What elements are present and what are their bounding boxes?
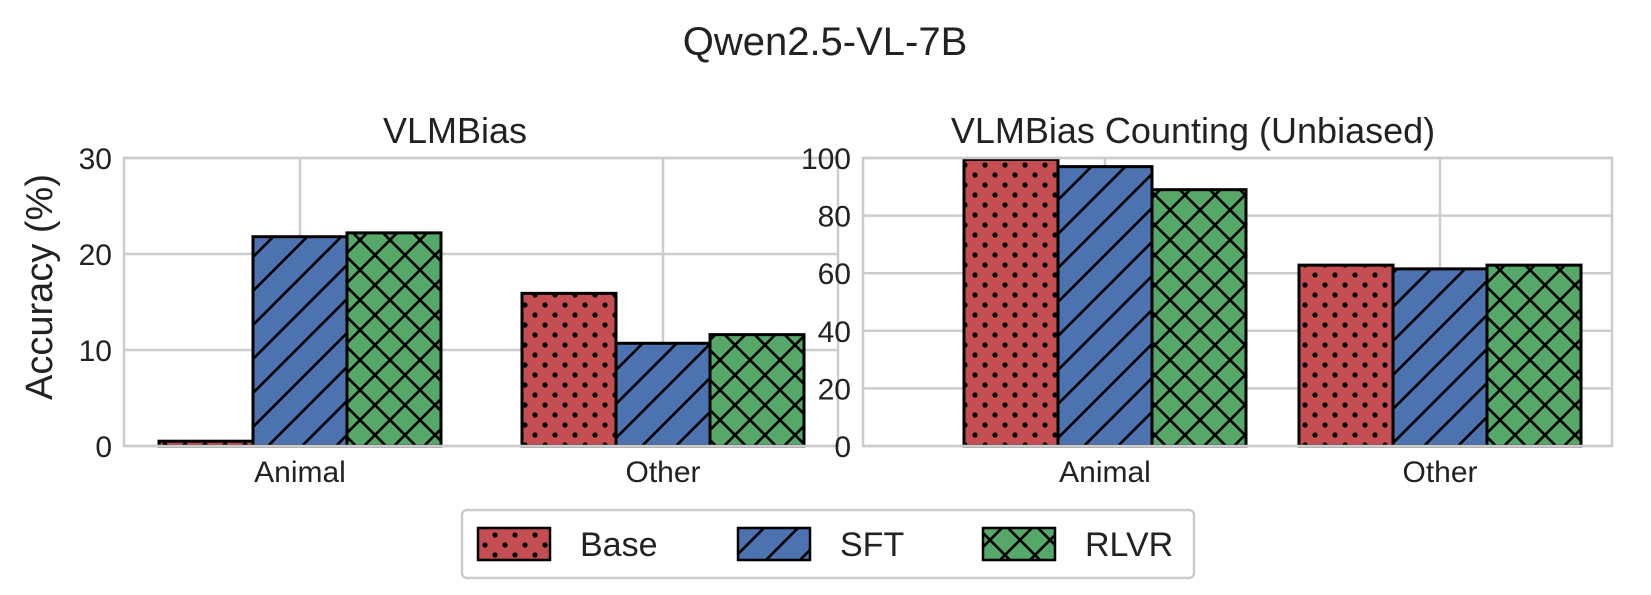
bar-counting-other-rlvr bbox=[1485, 263, 1583, 448]
plot-frame-vlmbias bbox=[122, 156, 840, 448]
y-tick-label-vlmbias: 0 bbox=[95, 431, 112, 464]
bar-vlmbias-animal-rlvr bbox=[345, 231, 443, 448]
y-tick-label-counting: 60 bbox=[818, 258, 851, 291]
bar-counting-other-base bbox=[1297, 263, 1395, 448]
legend-label-rlvr: RLVR bbox=[1085, 526, 1173, 564]
bar-vlmbias-other-rlvr bbox=[708, 333, 806, 448]
y-tick-label-vlmbias: 20 bbox=[79, 239, 112, 272]
legend-swatch-rlvr bbox=[981, 526, 1057, 562]
panel-title-vlmbias-counting: VLMBias Counting (Unbiased) bbox=[951, 110, 1435, 151]
legend-swatch-sft bbox=[736, 526, 812, 562]
bar-counting-other-sft bbox=[1391, 267, 1489, 448]
y-tick-label-counting: 100 bbox=[801, 143, 851, 176]
y-tick-label-counting: 0 bbox=[834, 431, 851, 464]
x-tick-label-counting-other: Other bbox=[1402, 456, 1477, 489]
bar-vlmbias-animal-sft bbox=[251, 235, 349, 448]
plot-frame-counting bbox=[861, 156, 1614, 448]
bar-counting-animal-base bbox=[962, 157, 1060, 448]
legend-label-sft: SFT bbox=[840, 526, 904, 564]
y-tick-label-counting: 40 bbox=[818, 316, 851, 349]
x-tick-label-vlmbias-other: Other bbox=[625, 456, 700, 489]
y-tick-label-vlmbias: 10 bbox=[79, 335, 112, 368]
panel-title-vlmbias: VLMBias bbox=[383, 110, 527, 151]
y-tick-label-vlmbias: 30 bbox=[79, 143, 112, 176]
legend-swatch-base bbox=[476, 526, 552, 562]
x-tick-label-counting-animal: Animal bbox=[1059, 456, 1151, 489]
legend-label-base: Base bbox=[580, 526, 658, 564]
bar-vlmbias-other-sft bbox=[614, 341, 712, 448]
chart-panel-vlmbias: VLMBias 0 10 20 30 Animal Other bbox=[79, 110, 840, 489]
x-tick-label-vlmbias-animal: Animal bbox=[254, 456, 346, 489]
bar-counting-animal-rlvr bbox=[1150, 188, 1248, 448]
legend: Base SFT RLVR bbox=[460, 508, 1196, 580]
figure-title: Qwen2.5-VL-7B bbox=[683, 20, 968, 64]
y-axis-label: Accuracy (%) bbox=[19, 174, 61, 400]
chart-panel-vlmbias-counting: VLMBias Counting (Unbiased) 0 20 40 60 80 100… bbox=[801, 110, 1614, 489]
bar-vlmbias-other-base bbox=[520, 291, 618, 448]
bar-counting-animal-sft bbox=[1056, 165, 1154, 448]
y-tick-label-counting: 20 bbox=[818, 373, 851, 406]
y-tick-label-counting: 80 bbox=[818, 201, 851, 234]
